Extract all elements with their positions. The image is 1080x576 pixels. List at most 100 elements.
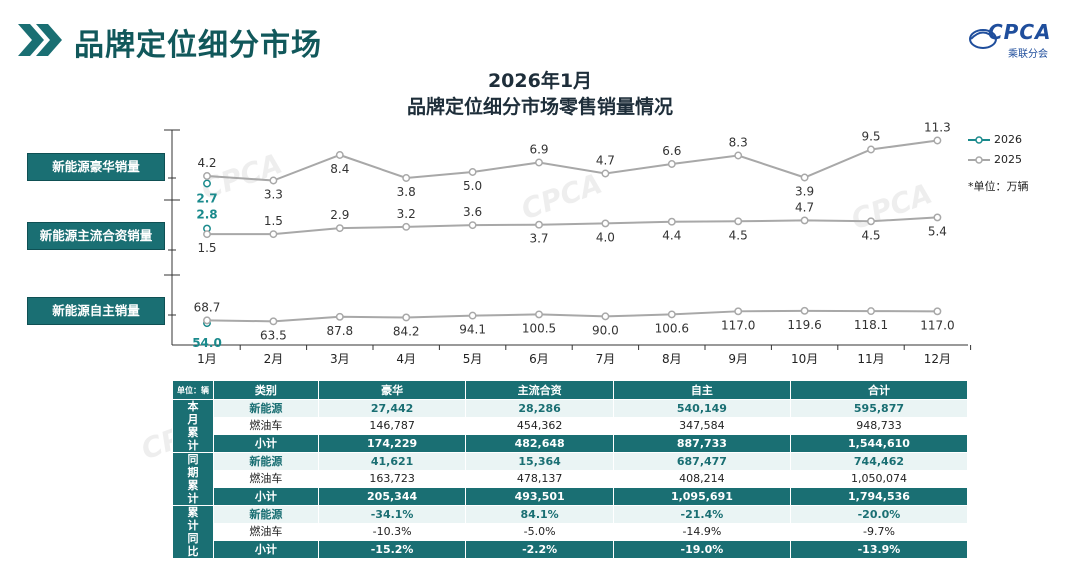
table-cell: 27,442 [317, 399, 467, 418]
page-title: 品牌定位细分市场 [74, 28, 322, 63]
data-label-2025: 4.7 [596, 154, 615, 168]
data-label-2025: 3.9 [795, 185, 814, 199]
table-header: 合计 [789, 380, 969, 400]
data-label-2025: 9.5 [861, 130, 880, 144]
table-row: 燃油车 146,787 454,362 347,584 948,733 [173, 416, 969, 436]
table-cell: 205,344 [317, 487, 467, 506]
table-row: 燃油车 -10.3% -5.0% -14.9% -9.7% [173, 522, 969, 542]
data-point-2025 [269, 176, 278, 185]
chart-title-date: 2026年1月 [487, 70, 593, 92]
data-point-2025 [734, 217, 743, 226]
logo-subtext: 乘联分会 [1008, 49, 1048, 60]
series-line-2025 [206, 139, 938, 182]
x-tick-label: 2月 [264, 352, 284, 366]
data-label-2026: 2.8 [196, 208, 217, 222]
table-cell-category: 燃油车 [213, 522, 319, 542]
table-cell: -21.4% [612, 505, 791, 524]
table-row: 小计 174,229 482,648 887,733 1,544,610 [173, 434, 969, 453]
x-tick-label: 9月 [728, 352, 748, 366]
table-cell: -9.7% [789, 522, 969, 542]
data-point-2025 [800, 306, 809, 315]
data-label-2025: 117.0 [920, 318, 954, 332]
data-point-2025 [535, 220, 543, 229]
data-label-2026: 54.0 [192, 336, 222, 350]
table-cell: 595,877 [789, 399, 969, 418]
data-point-2025 [933, 213, 942, 222]
table-cell: 493,501 [465, 487, 614, 506]
table-cell: 1,794,536 [789, 487, 969, 506]
data-label-2025: 3.8 [397, 185, 416, 199]
line-chart: 1月 2月 3月 4月 5月 6月 7月 8月 9月 10月 11月 12月 2.7 4.2 3.3 8.4 3… [164, 121, 972, 366]
data-label-2025: 4.0 [596, 230, 615, 244]
table-group-label: 累计同比 [172, 505, 214, 559]
table-header: 豪华 [317, 380, 467, 400]
logo-text: CPCA [988, 20, 1052, 44]
table-cell: 146,787 [317, 416, 467, 436]
table-cell: 174,229 [317, 434, 467, 453]
table-header: 主流合资 [465, 380, 614, 400]
table-cell: 1,544,610 [789, 434, 969, 453]
data-label-2025: 68.7 [194, 300, 221, 314]
data-label-2025: 118.1 [854, 318, 888, 332]
x-tick-label: 7月 [596, 352, 616, 366]
table-cell: -19.0% [612, 540, 791, 559]
table-cell: -15.2% [317, 540, 467, 559]
globe-icon [969, 29, 997, 49]
table-header: 类别 [213, 380, 319, 400]
data-label-2025: 4.5 [729, 228, 748, 242]
table-cell-category: 燃油车 [213, 469, 319, 489]
table-row: 小计 205,344 493,501 1,095,691 1,794,536 [173, 487, 969, 506]
table-cell-category: 新能源 [213, 399, 319, 418]
data-point-2025 [867, 217, 875, 226]
data-label-2025: 3.7 [529, 232, 548, 246]
data-label-2025: 4.4 [662, 229, 681, 243]
x-tick-label: 10月 [791, 352, 818, 366]
data-label-2026: 2.7 [196, 192, 217, 206]
table-cell: 1,095,691 [612, 487, 791, 506]
data-label-2025: 63.5 [260, 328, 287, 342]
table-cell: -20.0% [789, 505, 969, 524]
table-cell: 948,733 [789, 416, 969, 436]
data-label-2025: 100.5 [522, 321, 556, 335]
x-tick-label: 11月 [857, 352, 884, 366]
table-cell: 163,723 [317, 469, 467, 489]
data-label-2025: 94.1 [459, 323, 486, 337]
table-cell: -5.0% [465, 522, 614, 542]
table-cell: 687,477 [612, 452, 791, 471]
table-cell: 28,286 [465, 399, 614, 418]
data-label-2025: 100.6 [655, 321, 689, 335]
data-label-2025: 8.3 [729, 136, 748, 150]
data-point-2025 [601, 219, 610, 228]
table-cell: 478,137 [465, 469, 614, 489]
table-cell: -2.2% [465, 540, 614, 559]
x-tick-label: 4月 [396, 352, 416, 366]
data-point-2025 [800, 173, 809, 182]
table-cell-category: 新能源 [213, 505, 319, 524]
table-group-label: 本月累计 [172, 399, 214, 453]
table-cell: 887,733 [612, 434, 791, 453]
table-header: 自主 [612, 380, 791, 400]
data-label-2025: 5.4 [928, 224, 947, 238]
data-label-2025: 6.9 [529, 143, 548, 157]
data-point-2025 [402, 313, 411, 322]
table-cell: 454,362 [465, 416, 614, 436]
table-cell: 408,214 [612, 469, 791, 489]
data-point-2025 [402, 174, 411, 182]
x-tick-label: 3月 [330, 352, 350, 366]
table-group-label: 同期累计 [172, 452, 214, 506]
data-point-2025 [667, 160, 676, 168]
data-point-2025 [734, 151, 743, 160]
data-point-2025 [468, 168, 477, 176]
panel-label-luxury: 新能源豪华销量 [27, 153, 165, 181]
x-tick-label: 5月 [463, 352, 483, 366]
data-label-2025: 8.4 [330, 162, 349, 176]
table-unit: 单位：辆 [172, 380, 214, 400]
data-label-2025: 4.7 [795, 200, 814, 214]
data-point-2025 [269, 317, 278, 326]
data-point-2025 [867, 145, 875, 154]
unit-note: *单位：万辆 [968, 180, 1029, 193]
data-label-2025: 2.9 [330, 208, 349, 222]
series-line-2025 [207, 216, 938, 236]
group-label-text: 本月累计 [187, 400, 199, 452]
table-cell: -10.3% [317, 522, 467, 542]
